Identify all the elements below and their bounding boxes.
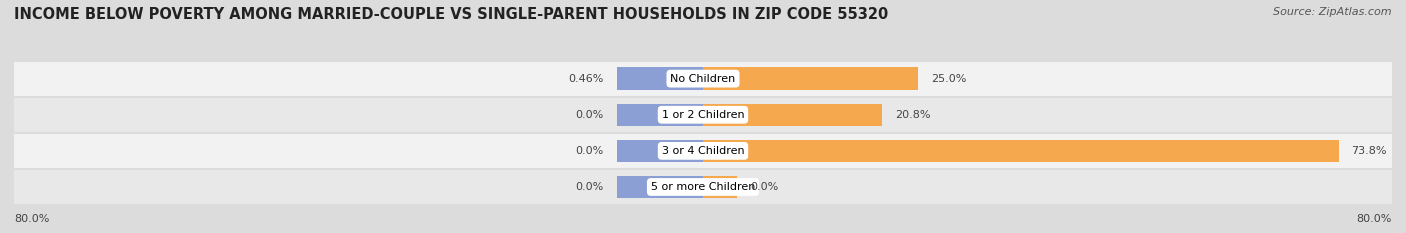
Bar	[703, 140, 1339, 162]
Text: 80.0%: 80.0%	[1357, 214, 1392, 224]
Text: 5 or more Children: 5 or more Children	[651, 182, 755, 192]
Text: Source: ZipAtlas.com: Source: ZipAtlas.com	[1274, 7, 1392, 17]
Bar	[703, 103, 882, 126]
Text: 3 or 4 Children: 3 or 4 Children	[662, 146, 744, 156]
Bar	[14, 97, 1392, 133]
Text: 1 or 2 Children: 1 or 2 Children	[662, 110, 744, 120]
Bar	[703, 67, 918, 90]
Bar	[617, 176, 703, 198]
Bar	[617, 67, 703, 90]
Text: 0.0%: 0.0%	[751, 182, 779, 192]
Text: 80.0%: 80.0%	[14, 214, 49, 224]
Bar	[703, 176, 738, 198]
Text: 20.8%: 20.8%	[896, 110, 931, 120]
Text: 0.46%: 0.46%	[568, 74, 605, 84]
Bar	[617, 140, 703, 162]
Text: 73.8%: 73.8%	[1351, 146, 1386, 156]
Text: 25.0%: 25.0%	[931, 74, 966, 84]
Bar	[14, 61, 1392, 97]
Text: 0.0%: 0.0%	[575, 110, 605, 120]
Bar	[617, 103, 703, 126]
Text: 0.0%: 0.0%	[575, 146, 605, 156]
Text: INCOME BELOW POVERTY AMONG MARRIED-COUPLE VS SINGLE-PARENT HOUSEHOLDS IN ZIP COD: INCOME BELOW POVERTY AMONG MARRIED-COUPL…	[14, 7, 889, 22]
Text: No Children: No Children	[671, 74, 735, 84]
Bar	[14, 169, 1392, 205]
Bar	[14, 133, 1392, 169]
Text: 0.0%: 0.0%	[575, 182, 605, 192]
